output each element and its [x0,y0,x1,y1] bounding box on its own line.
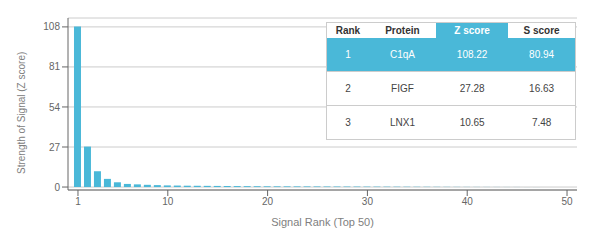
html-text:2: 2 [345,82,351,94]
html-text:FIGF: FIGF [391,82,414,94]
svg-text:30: 30 [362,196,374,207]
svg-text:54: 54 [49,102,61,113]
svg-text:10: 10 [162,196,174,207]
html-text:Protein: Protein [385,25,420,36]
svg-text:Signal Rank (Top 50): Signal Rank (Top 50) [271,216,374,228]
svg-text:50: 50 [561,196,573,207]
html-text:16.63: 16.63 [529,82,555,94]
html-text:108.22: 108.22 [456,48,488,60]
svg-text:1: 1 [75,196,81,207]
html-text:C1qA: C1qA [389,48,415,60]
svg-text:20: 20 [262,196,274,207]
svg-text:27: 27 [49,142,61,153]
svg-text:108: 108 [43,21,60,32]
svg-text:Strength of Signal (Z score): Strength of Signal (Z score) [16,52,27,174]
html-text:1: 1 [345,48,351,60]
html-text:LNX1: LNX1 [389,116,415,128]
html-text:27.28: 27.28 [459,82,485,94]
svg-text:40: 40 [462,196,474,207]
svg-text:0: 0 [54,182,60,193]
html-text:80.94: 80.94 [529,48,555,60]
html-text:7.48: 7.48 [531,116,552,128]
html-text:10.65: 10.65 [459,116,485,128]
svg-text:81: 81 [49,61,61,72]
html-text:Z score: Z score [454,25,490,36]
html-text:3: 3 [345,116,351,128]
html-text:Rank: Rank [335,25,361,36]
html-text:S score: S score [523,25,560,36]
